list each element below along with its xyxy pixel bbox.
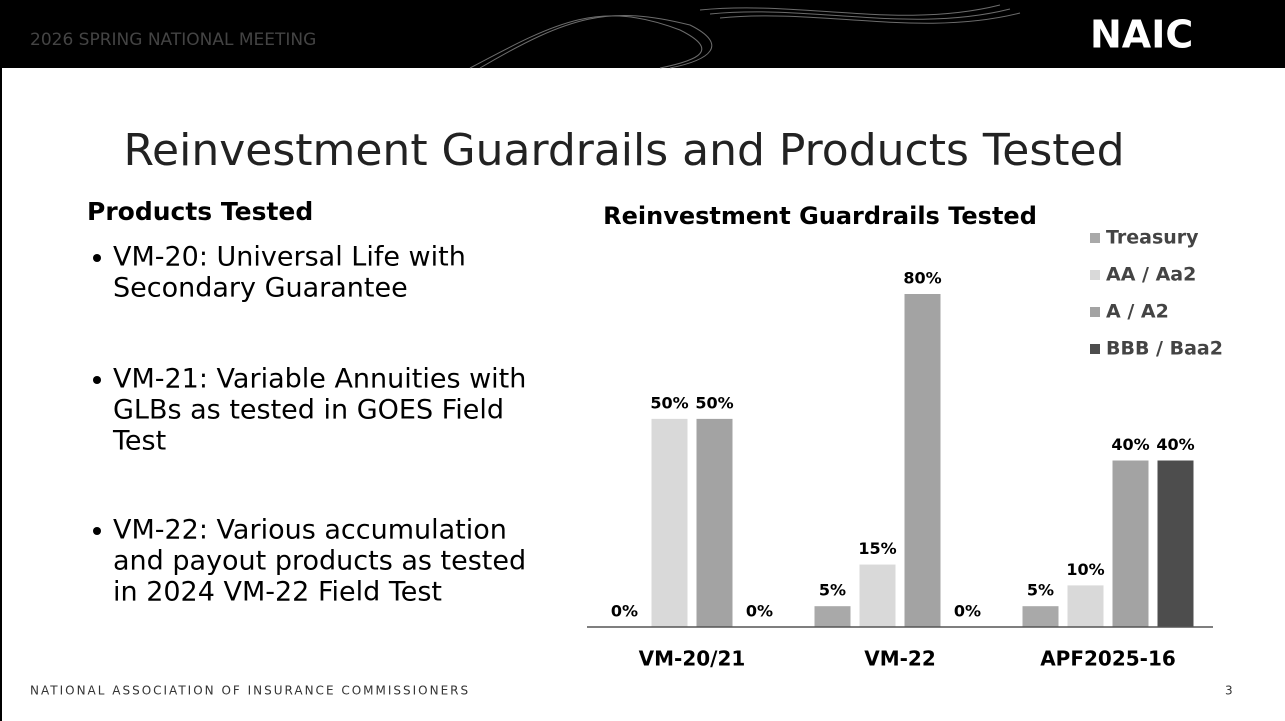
bullet [93,527,101,535]
data-label: 50% [650,393,688,412]
footer-org: NATIONAL ASSOCIATION OF INSURANCE COMMIS… [30,684,470,698]
bar [1022,606,1059,627]
x-tick-label: APF2025-16 [1040,647,1176,671]
legend-label: BBB / Baa2 [1106,338,1223,360]
bullet-text: GLBs as tested in GOES Field [113,395,504,426]
bar [651,418,688,627]
legend-label: Treasury [1106,227,1199,249]
data-label: 40% [1156,435,1194,454]
data-label: 15% [858,539,896,558]
x-tick-label: VM-20/21 [639,647,746,671]
bullet-text: VM-21: Variable Annuities with [113,364,526,395]
legend-label: AA / Aa2 [1106,264,1196,286]
bar [814,606,851,627]
header-bar [0,0,1285,68]
bar [1112,460,1149,627]
bar [859,564,896,627]
x-tick-label: VM-22 [864,647,936,671]
header-swoosh [469,4,1021,69]
legend-swatch [1090,233,1100,243]
legend-label: A / A2 [1106,301,1169,323]
bullet-text: VM-20: Universal Life with [113,242,466,273]
legend-swatch [1090,307,1100,317]
data-label: 5% [1027,581,1054,600]
data-label: 0% [611,602,638,621]
data-label: 0% [954,602,981,621]
data-label: 40% [1111,435,1149,454]
bullet [93,254,101,262]
legend-swatch [1090,344,1100,354]
bullet-text: in 2024 VM-22 Field Test [113,577,442,608]
bullet [93,376,101,384]
chart-title: Reinvestment Guardrails Tested [603,202,1037,230]
meeting-name: 2026 SPRING NATIONAL MEETING [30,30,316,50]
bar [1067,585,1104,627]
bullet-text: and payout products as tested [113,546,526,577]
slide-title: Reinvestment Guardrails and Products Tes… [123,125,1124,176]
data-label: 80% [903,269,941,288]
data-label: 50% [695,393,733,412]
page-number: 3 [1225,684,1233,698]
products-heading: Products Tested [87,197,313,226]
bar [904,294,941,627]
data-label: 10% [1066,560,1104,579]
bullet-text: VM-22: Various accumulation [113,515,507,546]
bar [696,418,733,627]
bar [1157,460,1194,627]
bullet-text: Secondary Guarantee [113,273,408,304]
data-label: 0% [746,602,773,621]
legend-swatch [1090,270,1100,280]
logo: NAIC [1090,13,1193,57]
bullet-text: Test [112,426,166,457]
data-label: 5% [819,581,846,600]
